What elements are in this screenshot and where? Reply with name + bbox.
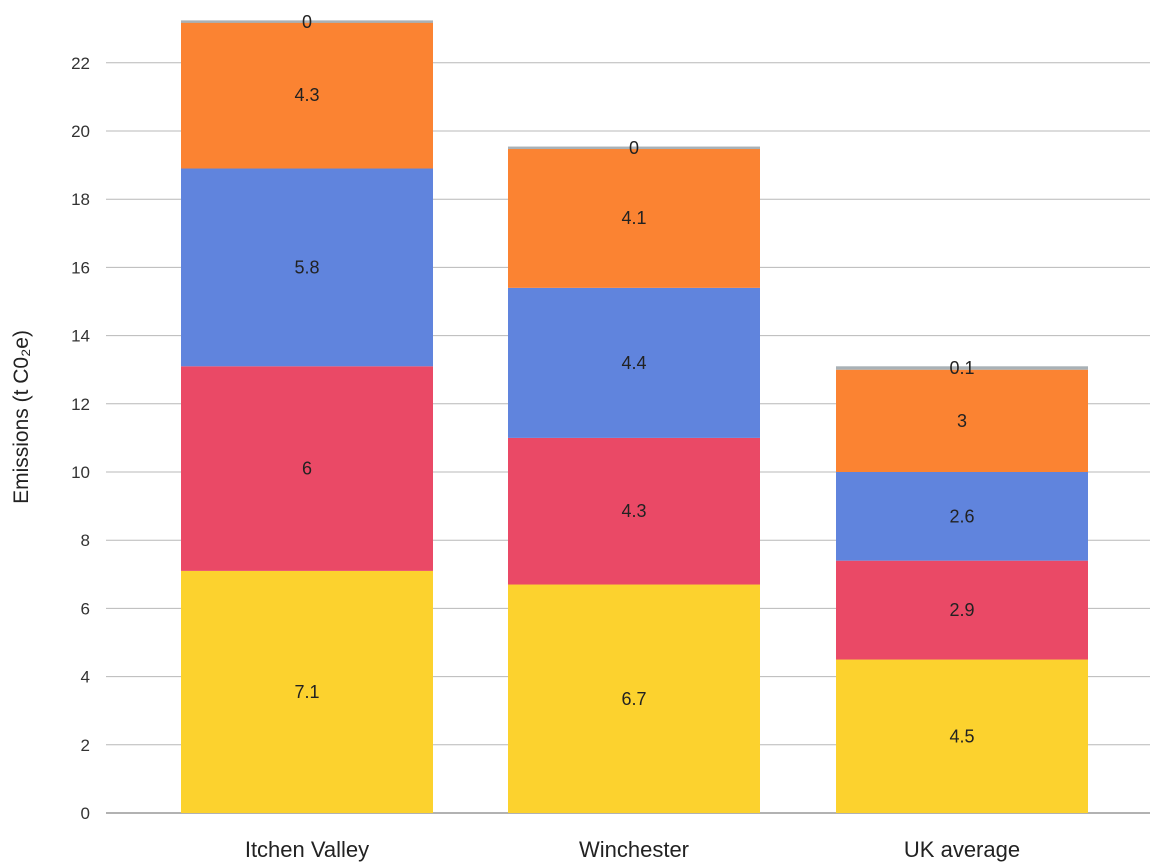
y-tick-label: 14 [71,327,90,346]
data-label: 2.6 [949,506,974,526]
y-tick-label: 12 [71,395,90,414]
bar-segment [181,21,433,169]
data-label: 4.5 [949,726,974,746]
y-axis-ticks: 0 2 4 6 8 10 12 14 16 18 20 22 [71,54,90,823]
data-label: 0 [302,12,312,32]
bar-segment [836,472,1088,561]
data-label: 3 [957,411,967,431]
bar-segment [181,20,433,23]
bar-segment [836,369,1088,472]
y-tick-label: 6 [81,599,90,618]
data-label: 6.7 [621,689,646,709]
y-tick-label: 10 [71,463,90,482]
y-tick-label: 4 [81,668,90,687]
bar-segment [181,366,433,571]
y-tick-label: 2 [81,736,90,755]
data-label: 5.8 [294,257,319,277]
data-label: 0 [629,138,639,158]
data-label: 0.1 [949,358,974,378]
data-label: 2.9 [949,600,974,620]
bars [181,20,1088,813]
bar-segment [508,437,760,585]
bar-segment [508,584,760,813]
bar-segment [836,366,1088,370]
x-tick-label: UK average [904,837,1020,862]
data-label: 4.1 [621,208,646,228]
x-tick-label: Itchen Valley [245,837,369,862]
data-label: 4.4 [621,353,646,373]
y-tick-label: 8 [81,531,90,550]
data-label: 4.3 [294,85,319,105]
data-label: 7.1 [294,682,319,702]
y-axis-label: Emissions (t C0₂e) [10,330,33,504]
y-tick-label: 18 [71,190,90,209]
bar-segment [508,287,760,438]
bar-segment [836,560,1088,660]
bar-segment [508,148,760,288]
data-label: 6 [302,459,312,479]
y-tick-label: 20 [71,122,90,141]
bar-segment [836,659,1088,813]
y-tick-label: 22 [71,54,90,73]
bar-segment [508,146,760,150]
x-tick-label: Winchester [579,837,689,862]
y-tick-label: 0 [81,804,90,823]
x-axis-categories: Itchen Valley Winchester UK average [245,837,1020,862]
y-tick-label: 16 [71,258,90,277]
bar-segment [181,168,433,367]
bar-segment [181,570,433,813]
data-label: 4.3 [621,501,646,521]
data-labels: 7.1 6 5.8 4.3 0 6.7 4.3 4.4 4.1 0 4.5 2.9 2.6 3 0.1 [294,12,974,746]
